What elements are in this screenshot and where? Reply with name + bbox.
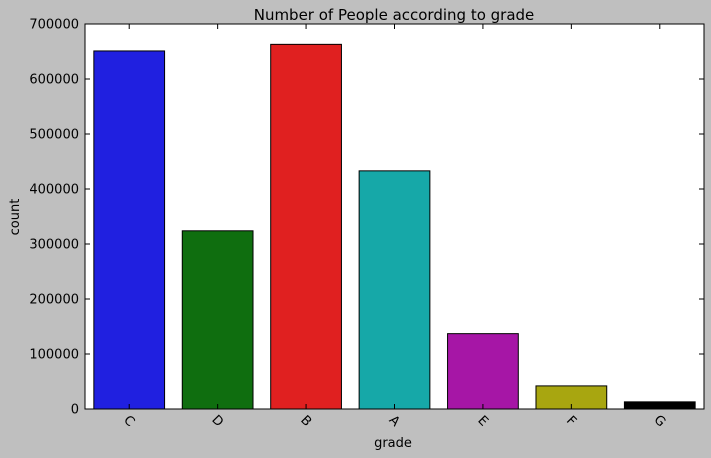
bar-A	[358, 170, 431, 410]
y-tick-label: 0	[71, 403, 79, 418]
x-tick-label-A: A	[386, 413, 403, 430]
bar-D	[181, 230, 254, 410]
x-tick-label-B: B	[297, 413, 314, 430]
chart-title: Number of People according to grade	[254, 6, 535, 24]
x-tick-label-D: D	[208, 413, 226, 431]
y-tick-label: 400000	[29, 183, 79, 198]
x-tick-label-F: F	[563, 413, 579, 429]
plot-frame	[84, 23, 705, 410]
y-axis-label: count	[8, 199, 23, 236]
bar-B	[270, 43, 342, 410]
bars-group	[93, 43, 696, 410]
y-tick-label: 600000	[29, 73, 79, 88]
bar-C	[93, 50, 166, 410]
y-axis-ticks: 0 100000 200000 300000 400000 500000 600000 700…	[29, 18, 704, 418]
y-tick-label: 700000	[29, 18, 79, 33]
x-tick-label-G: G	[651, 412, 669, 430]
bar-E	[447, 333, 519, 410]
y-tick-label: 300000	[29, 238, 79, 253]
y-tick-label: 100000	[29, 348, 79, 363]
x-tick-label-E: E	[474, 413, 490, 429]
y-tick-label: 500000	[29, 128, 79, 143]
x-tick-label-C: C	[120, 413, 137, 430]
y-tick-label: 200000	[29, 293, 79, 308]
x-axis-label: grade	[374, 436, 412, 451]
